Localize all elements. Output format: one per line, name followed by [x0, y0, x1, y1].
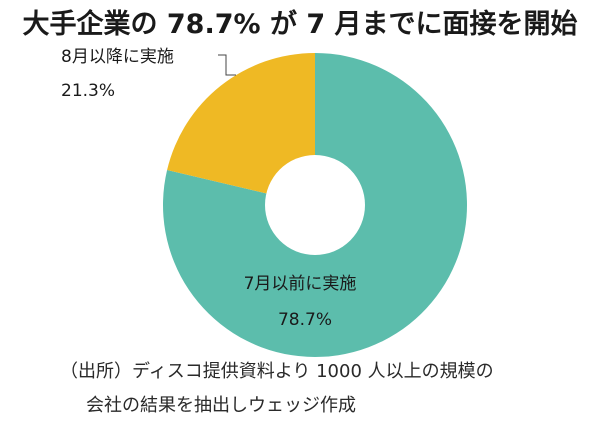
- source-note: （出所）ディスコ提供資料より 1000 人以上の規模の 会社の結果を抽出しウェッ…: [60, 355, 580, 423]
- source-line-2: 会社の結果を抽出しウェッジ作成: [86, 395, 356, 416]
- slice-label-8gatsu-name: 8月以降に実施: [61, 47, 174, 67]
- donut-hole: [265, 155, 365, 255]
- donut-chart: 8月以降に実施 21.3% 7月以前に実施 78.7%: [61, 47, 468, 358]
- chart-title: 大手企業の 78.7% が 7 月までに面接を開始: [22, 9, 578, 40]
- slice-label-7gatsu-value: 78.7%: [278, 310, 332, 330]
- source-line-1: （出所）ディスコ提供資料より 1000 人以上の規模の: [60, 361, 494, 382]
- slice-8gatsu: [167, 53, 315, 205]
- slice-label-7gatsu-name: 7月以前に実施: [244, 274, 357, 294]
- leader-line: [218, 54, 236, 76]
- slice-label-8gatsu-value: 21.3%: [61, 81, 115, 101]
